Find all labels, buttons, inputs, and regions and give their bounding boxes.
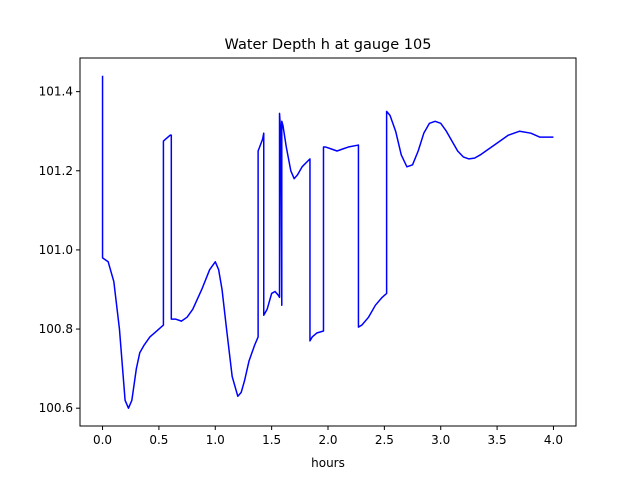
series-line-1 — [101, 75, 554, 409]
y-tick-label: 101.0 — [39, 243, 73, 257]
x-tick-label: 2.5 — [375, 433, 394, 447]
x-axis: 0.0 0.5 1.0 1.5 2.0 2.5 3.0 3.5 4.0 — [93, 426, 563, 447]
x-tick-label: 3.0 — [431, 433, 450, 447]
x-axis-label: hours — [311, 456, 345, 470]
x-tick-label: 0.0 — [93, 433, 112, 447]
y-axis: 100.6 100.8 101.0 101.2 101.4 — [39, 85, 80, 415]
y-tick-label: 100.6 — [39, 401, 73, 415]
x-tick-label: 2.0 — [318, 433, 337, 447]
x-tick-label: 0.5 — [149, 433, 168, 447]
axes-frame — [79, 57, 577, 427]
x-tick-label: 1.0 — [206, 433, 225, 447]
x-tick-label: 4.0 — [544, 433, 563, 447]
y-tick-label: 101.2 — [39, 164, 73, 178]
chart-title: Water Depth h at gauge 105 — [225, 37, 432, 53]
y-tick-label: 101.4 — [39, 85, 73, 99]
y-tick-label: 100.8 — [39, 322, 73, 336]
x-tick-label: 1.5 — [262, 433, 281, 447]
x-tick-label: 3.5 — [488, 433, 507, 447]
plot-area — [101, 75, 554, 409]
